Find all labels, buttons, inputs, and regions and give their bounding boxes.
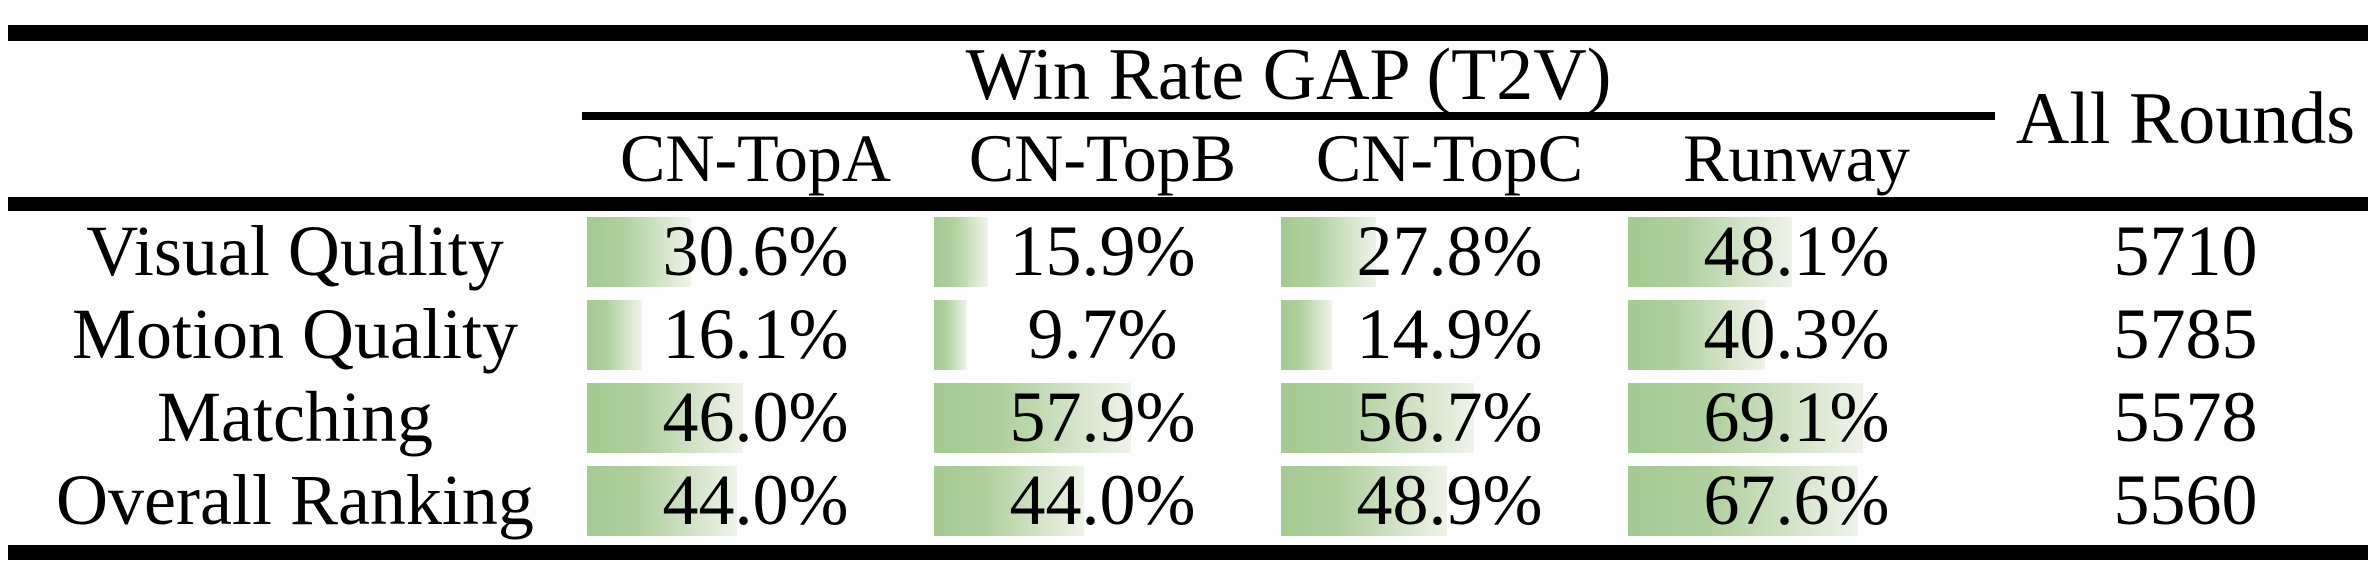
winrate-cell: 48.9%: [1276, 460, 1623, 543]
column-header-cn-topb: CN-TopB: [968, 120, 1237, 196]
winrate-value: 40.3%: [1703, 294, 1890, 374]
winrate-value: 67.6%: [1703, 460, 1890, 540]
winrate-cell: 30.6%: [582, 211, 929, 294]
winrate-value: 27.8%: [1356, 211, 1543, 291]
table-row: Motion Quality 5785 16.1% 9.7% 14.9% 40.3%: [0, 294, 2376, 377]
winrate-bar: [1281, 300, 1332, 370]
winrate-bar: [934, 217, 988, 287]
column-header-cn-topc: CN-TopC: [1315, 120, 1584, 196]
winrate-value: 48.9%: [1356, 460, 1543, 540]
winrate-value: 16.1%: [662, 294, 849, 374]
winrate-value: 69.1%: [1703, 377, 1890, 457]
column-header-all-rounds: All Rounds: [2015, 77, 2356, 160]
winrate-bar: [1281, 466, 1447, 536]
row-label: Visual Quality: [86, 211, 504, 291]
winrate-bar: [1628, 300, 1765, 370]
winrate-cell: 9.7%: [929, 294, 1276, 377]
winrate-cell: 44.0%: [929, 460, 1276, 543]
winrate-cell: 56.7%: [1276, 377, 1623, 460]
winrate-bar: [587, 217, 691, 287]
winrate-cell: 15.9%: [929, 211, 1276, 294]
winrate-value: 9.7%: [1027, 294, 1178, 374]
table-header-rule: [8, 197, 2368, 211]
table-bottom-rule: [8, 545, 2368, 560]
winrate-value: 14.9%: [1356, 294, 1543, 374]
winrate-bar: [1281, 383, 1474, 453]
winrate-bar: [587, 383, 743, 453]
table-top-rule: [8, 25, 2368, 41]
column-header-cn-topa: CN-TopA: [619, 120, 891, 196]
winrate-value: 56.7%: [1356, 377, 1543, 457]
winrate-cell: 44.0%: [582, 460, 929, 543]
winrate-value: 46.0%: [662, 377, 849, 457]
winrate-value: 30.6%: [662, 211, 849, 291]
span-header-win-rate-gap: Win Rate GAP (T2V): [965, 34, 1612, 116]
winrate-bar: [587, 300, 642, 370]
winrate-bar: [934, 383, 1131, 453]
winrate-bar: [1628, 383, 1863, 453]
winrate-cell: 40.3%: [1623, 294, 1970, 377]
table-row: Matching 5578 46.0% 57.9% 56.7% 69.1%: [0, 377, 2376, 460]
winrate-bar: [1281, 217, 1376, 287]
table-row: Visual Quality 5710 30.6% 15.9% 27.8% 48.1%: [0, 211, 2376, 294]
winrate-cell: 67.6%: [1623, 460, 1970, 543]
winrate-cell: 16.1%: [582, 294, 929, 377]
all-rounds-value: 5710: [2113, 211, 2258, 291]
all-rounds-value: 5578: [2113, 377, 2258, 457]
row-label: Matching: [157, 377, 433, 457]
winrate-value: 48.1%: [1703, 211, 1890, 291]
winrate-cell: 27.8%: [1276, 211, 1623, 294]
winrate-cell: 48.1%: [1623, 211, 1970, 294]
winrate-cell: 14.9%: [1276, 294, 1623, 377]
table-row: Overall Ranking 5560 44.0% 44.0% 48.9% 67.6…: [0, 460, 2376, 543]
row-label: Motion Quality: [72, 294, 518, 374]
winrate-bar: [934, 466, 1084, 536]
winrate-value: 44.0%: [1009, 460, 1196, 540]
all-rounds-value: 5785: [2113, 294, 2258, 374]
winrate-value: 57.9%: [1009, 377, 1196, 457]
winrate-bar: [934, 300, 967, 370]
winrate-bar: [1628, 217, 1792, 287]
span-header-underline-rule: [582, 112, 1995, 120]
winrate-bar: [1628, 466, 1858, 536]
winrate-cell: 69.1%: [1623, 377, 1970, 460]
column-header-runway: Runway: [1683, 120, 1910, 196]
row-label: Overall Ranking: [56, 460, 534, 540]
winrate-value: 15.9%: [1009, 211, 1196, 291]
winrate-bar: [587, 466, 737, 536]
winrate-cell: 57.9%: [929, 377, 1276, 460]
winrate-cell: 46.0%: [582, 377, 929, 460]
all-rounds-value: 5560: [2113, 460, 2258, 540]
winrate-value: 44.0%: [662, 460, 849, 540]
